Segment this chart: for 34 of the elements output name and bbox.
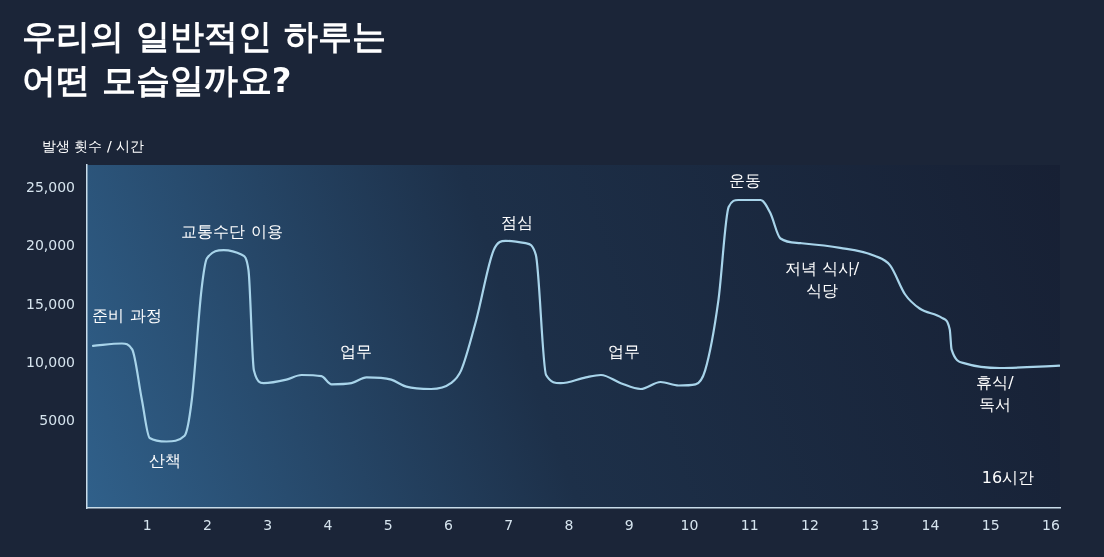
annotation: 휴식/ 독서	[976, 373, 1015, 415]
x-tick-label: 11	[740, 517, 759, 534]
x-tick-label: 4	[323, 517, 333, 534]
x-tick-label: 10	[680, 517, 699, 534]
annotation: 업무	[340, 342, 372, 362]
annotation: 저녁 식사/ 식당	[784, 259, 860, 301]
x-tick-label: 14	[921, 517, 940, 534]
y-tick-label: 10,000	[26, 353, 75, 370]
chart-title: 우리의 일반적인 하루는 어떤 모습일까요?	[22, 15, 386, 102]
y-tick-label: 20,000	[26, 237, 75, 254]
x-tick-label: 13	[861, 517, 880, 534]
annotation: 16시간	[981, 468, 1035, 488]
x-tick-label: 12	[801, 517, 819, 534]
annotation: 준비 과정	[92, 306, 162, 326]
x-tick-label: 6	[444, 517, 454, 534]
annotation: 운동	[729, 171, 761, 191]
x-tick-label: 2	[203, 517, 212, 534]
annotation: 산책	[149, 451, 181, 471]
annotation: 점심	[501, 213, 533, 233]
line-series	[91, 198, 1060, 443]
y-axis-title: 발생 횟수 / 시간	[42, 138, 145, 156]
x-tick-label: 3	[263, 517, 273, 534]
annotation: 업무	[608, 342, 640, 362]
x-tick-label: 8	[564, 517, 574, 534]
y-tick-label: 5000	[39, 412, 75, 429]
y-tick-label: 15,000	[26, 295, 75, 312]
annotation: 교통수단 이용	[181, 222, 283, 242]
x-tick-label: 9	[624, 517, 634, 534]
x-tick-label: 16	[1042, 517, 1060, 534]
x-tick-label: 15	[981, 517, 1000, 534]
x-tick-label: 5	[383, 517, 393, 534]
x-tick-label: 1	[142, 517, 152, 534]
y-tick-label: 25,000	[26, 178, 75, 195]
x-tick-label: 7	[504, 517, 514, 534]
